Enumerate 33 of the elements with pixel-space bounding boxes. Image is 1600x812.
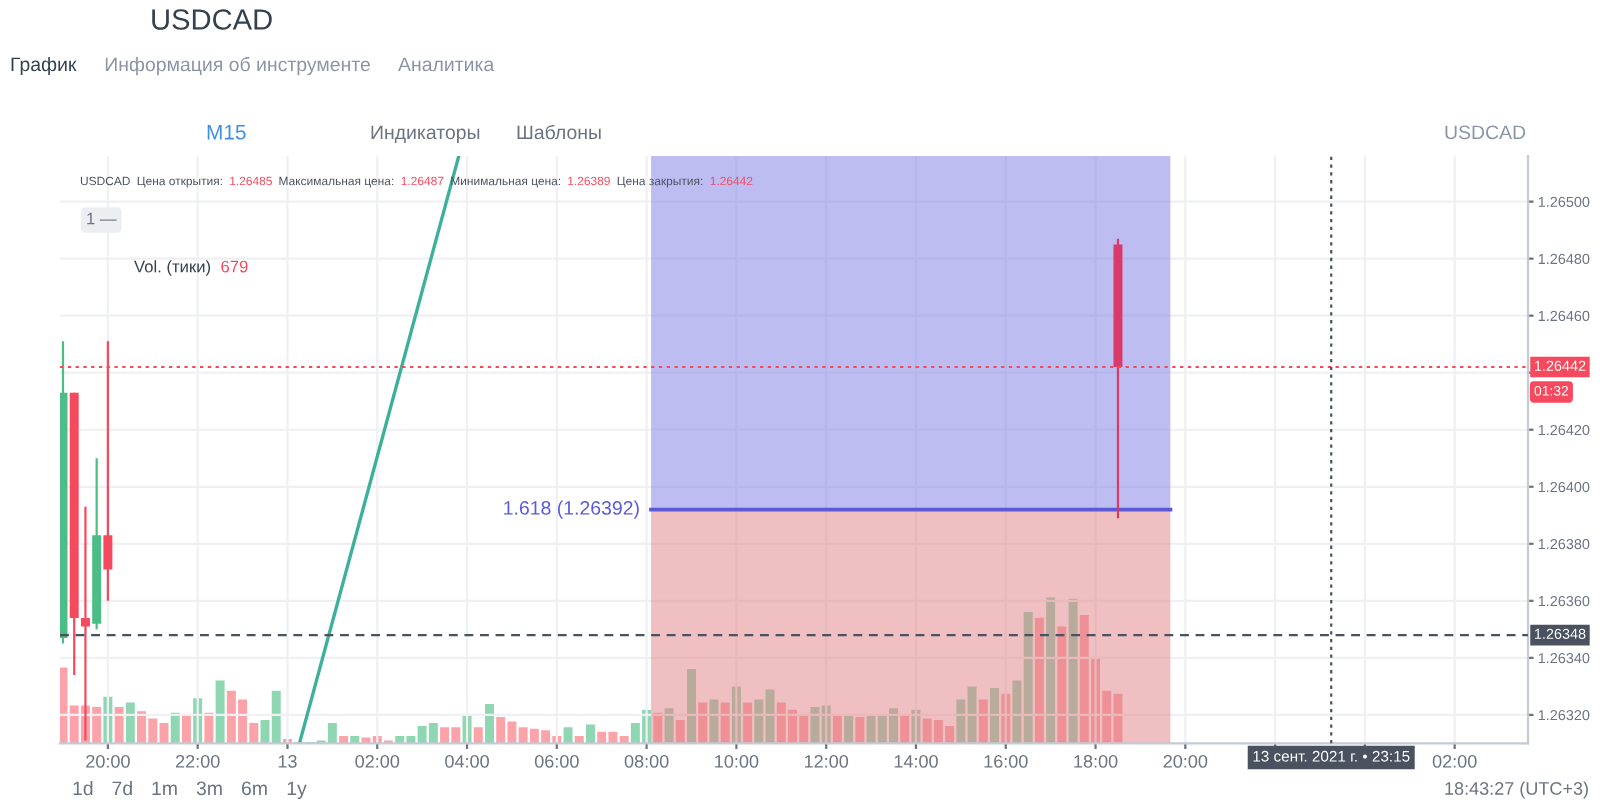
x-tick-label: 10:00 bbox=[715, 754, 759, 768]
text: График bbox=[11, 56, 77, 76]
x-tick-label: 20:00 bbox=[86, 754, 130, 768]
text: Информация об инструменте bbox=[105, 56, 370, 76]
annotation: 1.618 (1.26392) bbox=[504, 500, 639, 519]
x-tick-label: 20:00 bbox=[1163, 754, 1208, 768]
text: USDCAD bbox=[1445, 125, 1526, 140]
x-tick-label: 22:00 bbox=[175, 754, 220, 768]
text: 3m bbox=[196, 781, 222, 796]
text: Индикаторы bbox=[371, 125, 480, 144]
text: 7d bbox=[112, 780, 132, 796]
x-tick-label: 12:00 bbox=[804, 754, 849, 768]
x-tick-label: 18:00 bbox=[1074, 754, 1118, 768]
x-tick-label: 04:00 bbox=[445, 754, 489, 768]
x-tick-label: 13 bbox=[278, 754, 297, 768]
text: 1d bbox=[73, 780, 93, 796]
x-tick-label: 08:00 bbox=[624, 754, 669, 768]
x-tick-label: 16:00 bbox=[984, 754, 1028, 768]
text: 1y bbox=[287, 781, 307, 800]
text: 1m bbox=[152, 781, 177, 796]
text: Шаблоны bbox=[517, 124, 601, 140]
text: 18:43:27 (UTC+3) bbox=[1445, 781, 1588, 799]
x-tick-label: 06:00 bbox=[534, 754, 579, 768]
x-tick-label: 02:00 bbox=[355, 754, 400, 768]
annotation: 1 — bbox=[87, 212, 117, 225]
x-tick-label: 14:00 bbox=[894, 754, 938, 768]
text: M15 bbox=[207, 125, 246, 140]
x-tick-label: 02:00 bbox=[1432, 754, 1477, 768]
text: 6m bbox=[241, 781, 267, 796]
annotation: 679 bbox=[221, 260, 248, 273]
annotation: Vol. (тики) bbox=[134, 260, 211, 276]
text: Аналитика bbox=[398, 57, 495, 72]
chart-title: USDCAD bbox=[152, 9, 272, 30]
